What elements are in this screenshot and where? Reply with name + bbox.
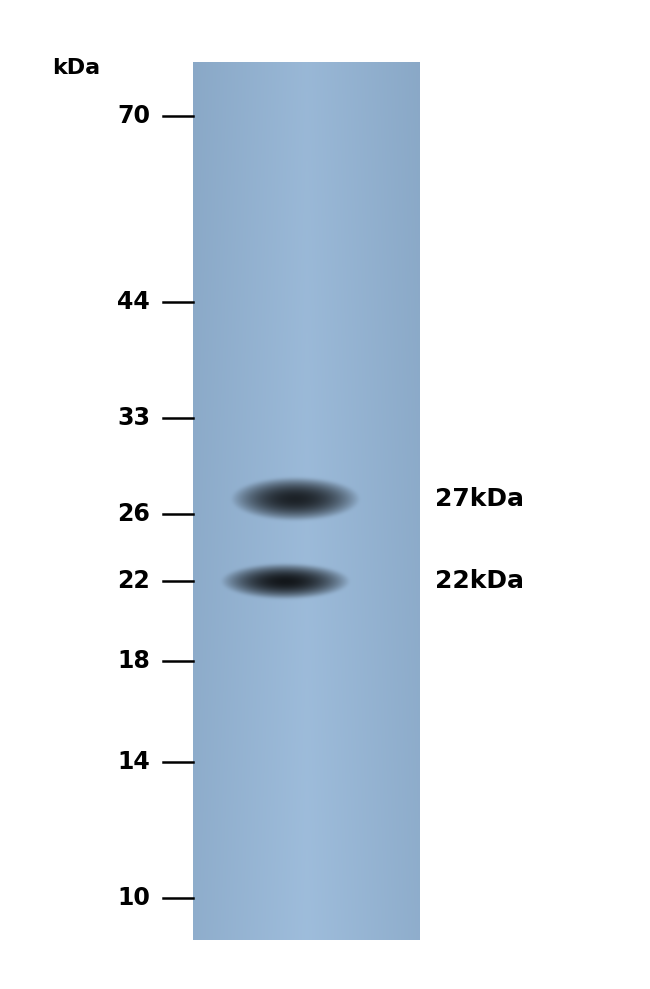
Text: 14: 14	[117, 751, 150, 774]
Text: 70: 70	[117, 104, 150, 128]
Text: 44: 44	[117, 290, 150, 315]
Text: 10: 10	[117, 886, 150, 910]
Text: 22: 22	[117, 569, 150, 592]
Text: kDa: kDa	[52, 58, 100, 78]
Text: 18: 18	[117, 650, 150, 674]
Text: 22kDa: 22kDa	[435, 569, 524, 592]
Text: 27kDa: 27kDa	[435, 487, 524, 510]
Text: 26: 26	[117, 501, 150, 526]
Text: 33: 33	[117, 405, 150, 430]
